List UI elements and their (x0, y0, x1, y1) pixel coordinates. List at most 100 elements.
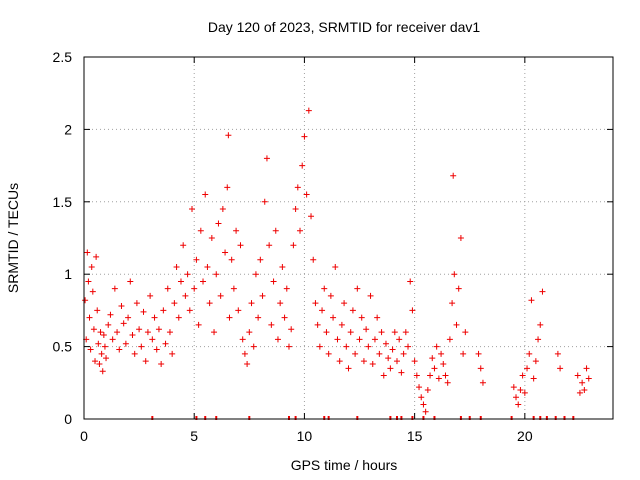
data-point (363, 326, 370, 333)
data-point (413, 372, 420, 379)
data-point (475, 350, 482, 357)
data-point (213, 271, 220, 278)
data-point (169, 350, 176, 357)
data-point (424, 387, 431, 394)
data-point (281, 314, 288, 321)
data-point (244, 360, 251, 367)
data-points (82, 107, 592, 415)
data-point (440, 360, 447, 367)
data-point (422, 408, 429, 415)
data-point (460, 350, 467, 357)
data-point (427, 372, 434, 379)
data-point (103, 355, 110, 362)
data-point (149, 336, 156, 343)
data-point (435, 375, 442, 382)
data-point (82, 297, 89, 304)
data-point (581, 387, 588, 394)
data-point (93, 253, 100, 260)
data-point (261, 198, 268, 205)
data-point (405, 343, 412, 350)
data-point (211, 329, 218, 336)
data-point (393, 358, 400, 365)
data-point (274, 336, 281, 343)
data-point (147, 292, 154, 299)
data-point (365, 343, 372, 350)
data-point (224, 184, 231, 191)
data-point (116, 346, 123, 353)
data-point (352, 350, 359, 357)
data-point (332, 263, 339, 270)
data-point (387, 365, 394, 372)
data-point (521, 389, 528, 396)
data-point (144, 329, 151, 336)
data-point (248, 300, 255, 307)
data-point (228, 256, 235, 263)
data-point (95, 340, 102, 347)
data-point (451, 271, 458, 278)
data-point (133, 300, 140, 307)
data-point (292, 206, 299, 213)
data-point (235, 307, 242, 314)
data-point (416, 384, 423, 391)
data-point (316, 343, 323, 350)
data-point (356, 336, 363, 343)
data-point (515, 401, 522, 408)
data-point (457, 235, 464, 241)
y-axis-label: SRMTID / TECUs (5, 183, 21, 293)
data-point (177, 278, 184, 285)
data-point (341, 300, 348, 307)
data-point (127, 278, 134, 285)
data-point (90, 326, 97, 333)
data-point (164, 285, 171, 292)
data-point (89, 288, 96, 295)
data-point (87, 346, 94, 353)
data-point (429, 355, 436, 362)
data-point (215, 220, 222, 227)
data-point (453, 321, 460, 328)
data-point (367, 292, 374, 299)
data-point (510, 384, 517, 391)
data-point (153, 346, 160, 353)
data-point (158, 360, 165, 367)
data-point (255, 314, 262, 321)
data-point (528, 297, 535, 304)
data-point (197, 227, 204, 234)
data-point (409, 307, 416, 314)
data-point (334, 336, 341, 343)
data-point (294, 184, 301, 191)
y-tick-label: 2 (64, 121, 72, 137)
data-point (208, 235, 215, 241)
data-point (462, 329, 469, 336)
data-point (204, 263, 211, 270)
data-point (84, 249, 91, 256)
data-point (308, 213, 315, 220)
data-point (219, 206, 226, 213)
data-point (266, 242, 273, 249)
plot-frame (83, 56, 614, 420)
data-point (129, 332, 136, 339)
data-point (230, 285, 237, 292)
data-point (442, 372, 449, 379)
data-point (202, 191, 209, 198)
data-point (347, 329, 354, 336)
y-tick-label: 0.5 (53, 339, 73, 355)
data-point (385, 355, 392, 362)
data-point (579, 379, 586, 386)
data-point (226, 314, 233, 321)
data-point (250, 343, 257, 350)
data-point (431, 365, 438, 372)
data-point (310, 256, 317, 263)
data-point (537, 321, 544, 328)
data-point (297, 227, 304, 234)
data-point (277, 300, 284, 307)
data-point (345, 365, 352, 372)
data-point (268, 321, 275, 328)
data-point (96, 360, 103, 367)
data-point (446, 336, 453, 343)
data-point (151, 314, 158, 321)
data-point (155, 326, 162, 333)
data-point (411, 358, 418, 365)
data-point (376, 350, 383, 357)
data-point (576, 389, 583, 396)
data-point (305, 107, 312, 114)
